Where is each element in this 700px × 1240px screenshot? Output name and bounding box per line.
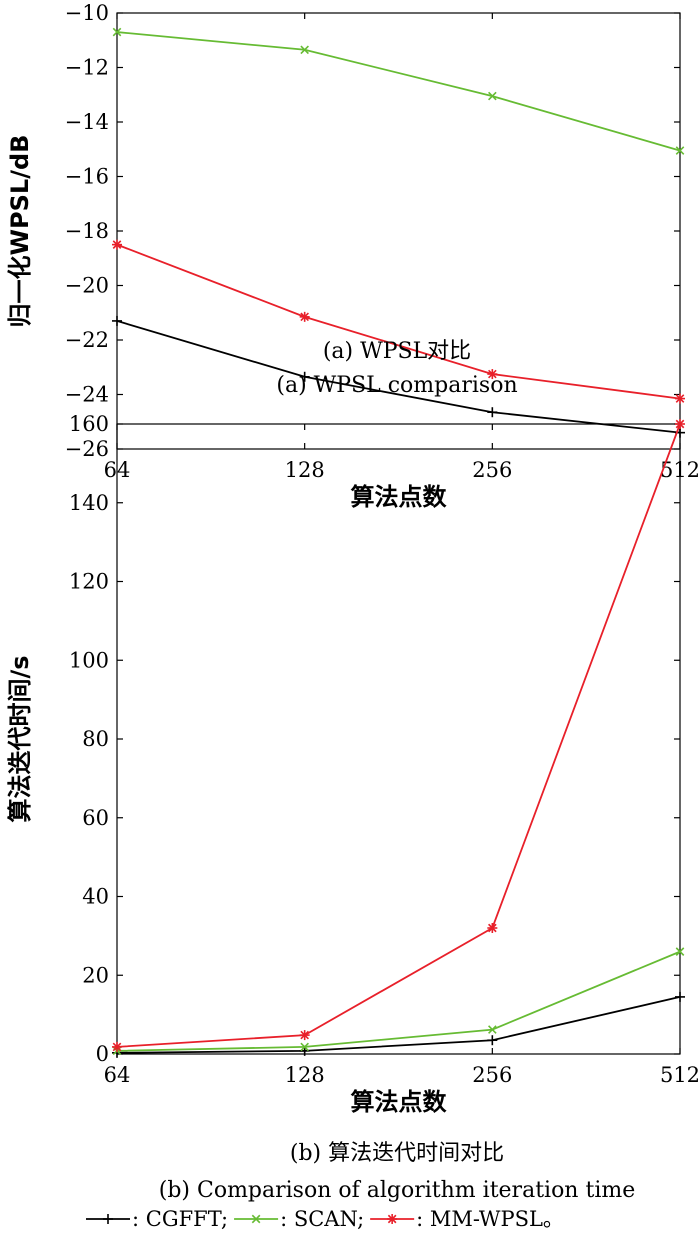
chart-b-x-tick-label: 512 [660, 1063, 700, 1087]
chart-a-series-mm-wpsl-point [299, 311, 310, 322]
chart-a-series-mm-wpsl-point [675, 393, 685, 404]
chart-b-series-scan-point [675, 947, 685, 956]
chart-b-caption-en: (b) Comparison of algorithm iteration ti… [159, 1178, 635, 1203]
chart-b-series-scan-line [116, 950, 681, 1052]
chart-a-series-mm-wpsl-line [116, 243, 681, 400]
chart-a-series-scan-line [116, 31, 681, 152]
chart-a-y-tick-label: −24 [65, 383, 109, 407]
chart-b-y-tick-label: 20 [82, 963, 109, 987]
chart-b-caption-cn: (b) 算法迭代时间对比 [290, 1141, 504, 1166]
legend-marker [103, 1214, 113, 1224]
chart-b-y-tick-label: 40 [82, 885, 109, 909]
legend-item: : MM-WPSL。 [370, 1207, 564, 1231]
legend-marker [387, 1214, 398, 1224]
chart-a-x-tick-label: 256 [472, 458, 512, 482]
chart-a-x-tick-label: 128 [285, 458, 325, 482]
chart-a-series-cgfft-point [487, 407, 498, 418]
chart-b-series-cgfft-point [487, 1035, 498, 1046]
chart-b-series-mm-wpsl-point [487, 923, 498, 933]
chart-a-series-cgfft-point [112, 315, 122, 326]
chart-a-y-tick-label: −22 [65, 328, 109, 352]
chart-a-series-mm-wpsl-point [487, 369, 498, 380]
legend-label: : SCAN; [280, 1207, 364, 1231]
chart-a-y-tick-label: −26 [65, 437, 109, 461]
chart-a-y-tick-label: −12 [65, 56, 109, 80]
chart-b-y-tick-label: 100 [69, 648, 109, 672]
chart-b-y-tick-label: 60 [82, 806, 109, 830]
chart-a-y-tick-label: −20 [65, 274, 109, 298]
chart-a-series-scan-point [112, 27, 122, 37]
legend-label: : MM-WPSL。 [416, 1207, 564, 1231]
chart-a-series-mm-wpsl-point [112, 239, 122, 250]
chart-b-y-axis-label: 算法迭代时间/s [6, 655, 34, 822]
chart-b-y-tick-label: 120 [69, 570, 109, 594]
legend: : CGFFT; : SCAN; : MM-WPSL。 [86, 1207, 564, 1231]
chart-b-series-scan-point [488, 1025, 497, 1034]
chart-b-plot-frame [116, 423, 681, 1055]
chart-a-caption-cn: (a) WPSL对比 [323, 339, 471, 364]
chart-b-series-mm-wpsl-line [116, 423, 681, 1048]
chart-a-x-axis-label: 算法点数 [351, 483, 448, 511]
chart-b-x-axis-label: 算法点数 [351, 1088, 448, 1116]
chart-a-caption-en: (a) WPSL comparison [276, 373, 517, 398]
chart-b-series-mm-wpsl-point [675, 419, 685, 429]
legend-item: : SCAN; [234, 1207, 364, 1231]
chart-b-y-tick-label: 160 [69, 412, 109, 436]
legend-marker [251, 1214, 261, 1224]
chart-a-y-tick-label: −18 [65, 219, 109, 243]
chart-b-x-tick-label: 128 [285, 1063, 325, 1087]
chart-a-y-tick-label: −16 [65, 165, 109, 189]
chart-a-y-axis-label: 归一化WPSL/dB [6, 135, 34, 328]
chart-b-x-tick-label: 256 [472, 1063, 512, 1087]
chart-a-y-tick-label: −14 [65, 110, 109, 134]
legend-label: : CGFFT; [132, 1207, 228, 1231]
chart-b-y-tick-label: 0 [96, 1042, 109, 1066]
chart-b-y-tick-label: 80 [82, 727, 109, 751]
chart-a-series-scan-point [488, 91, 497, 101]
chart-b-y-tick-label: 140 [69, 491, 109, 515]
chart-a-series-scan-point [300, 45, 309, 55]
chart-b-series-scan-point [300, 1042, 309, 1052]
chart-b-series-mm-wpsl-point [112, 1041, 122, 1052]
chart-a-series-cgfft-point [299, 371, 310, 382]
chart-b-series-cgfft-point [675, 991, 685, 1002]
chart-b-series-mm-wpsl-point [299, 1030, 310, 1041]
chart-b-series-cgfft-line [116, 996, 681, 1054]
legend-item: : CGFFT; [86, 1207, 228, 1231]
chart-a-y-tick-label: −10 [65, 1, 109, 25]
chart-a-series-scan-point [675, 146, 685, 155]
chart-a-series-cgfft-line [116, 320, 681, 434]
chart-b-x-tick-label: 64 [104, 1063, 131, 1087]
